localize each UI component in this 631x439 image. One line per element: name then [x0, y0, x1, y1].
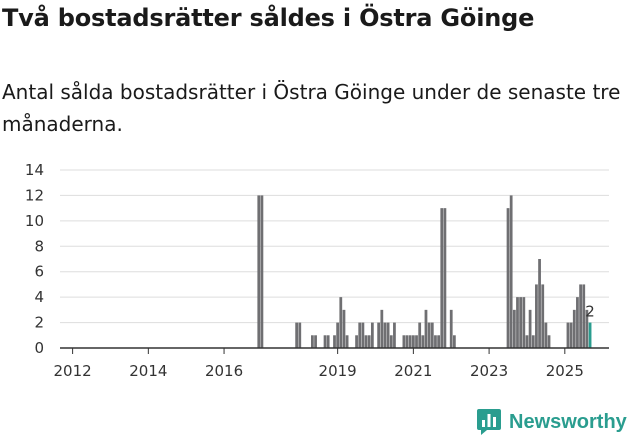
bar — [421, 335, 425, 348]
bar — [295, 322, 299, 348]
data-label: 2 — [585, 303, 595, 321]
bar — [361, 322, 365, 348]
bar — [572, 309, 576, 348]
bar — [531, 335, 535, 348]
bar — [402, 335, 406, 348]
bar — [323, 335, 327, 348]
x-tick-label: 2021 — [394, 362, 432, 380]
brand-name: Newsworthy — [509, 410, 627, 433]
bar — [257, 195, 261, 348]
y-tick-label: 14 — [25, 161, 44, 179]
y-tick-label: 0 — [34, 339, 44, 357]
bar — [393, 322, 396, 348]
bar — [405, 335, 409, 348]
bar — [383, 322, 387, 348]
x-tick-label: 2012 — [54, 362, 92, 380]
newsworthy-brand[interactable]: Newsworthy — [476, 408, 627, 436]
y-tick-label: 4 — [34, 288, 44, 306]
bar — [576, 297, 579, 348]
bar — [364, 335, 368, 348]
bar — [440, 208, 444, 348]
bar — [355, 335, 358, 348]
bar — [516, 297, 519, 348]
bar — [519, 297, 523, 348]
bar — [547, 335, 551, 348]
bar — [424, 309, 428, 348]
bar — [415, 335, 418, 348]
bar — [339, 297, 343, 348]
bar-chart: 0 2 4 6 8 10 12 14 2012 2014 2016 2019 2021 2023 2025… — [25, 161, 609, 380]
data-labels: 2 — [585, 303, 595, 321]
bar — [408, 335, 412, 348]
bar — [544, 322, 548, 348]
y-tick-label: 12 — [25, 186, 44, 204]
x-tick-label: 2023 — [470, 362, 508, 380]
x-tick-label: 2019 — [319, 362, 357, 380]
bar — [380, 309, 384, 348]
bar — [411, 335, 415, 348]
bar-highlight — [588, 322, 592, 348]
bar — [342, 309, 346, 348]
bar — [427, 322, 431, 348]
bar — [314, 335, 317, 348]
bar — [566, 322, 570, 348]
bar — [434, 335, 437, 348]
bar — [437, 335, 441, 348]
y-tick-label: 10 — [25, 212, 44, 230]
bar — [452, 335, 456, 348]
x-tick-label: 2025 — [546, 362, 584, 380]
bar — [506, 208, 510, 348]
x-tick-label: 2014 — [129, 362, 167, 380]
bar — [509, 195, 513, 348]
bar — [535, 284, 538, 348]
bar — [430, 322, 434, 348]
y-tick-label: 8 — [34, 237, 44, 255]
bar — [345, 335, 349, 348]
bar — [358, 322, 362, 348]
bar — [512, 309, 516, 348]
gridlines — [60, 169, 609, 324]
bar — [367, 335, 371, 348]
bar — [389, 335, 393, 348]
bar — [298, 322, 302, 348]
bar — [541, 284, 545, 348]
bar-chart-logo-icon — [477, 409, 501, 435]
bar — [528, 309, 532, 348]
bar — [326, 335, 330, 348]
bar — [525, 335, 529, 348]
bar — [260, 195, 264, 348]
bars — [257, 195, 592, 348]
bar — [569, 322, 573, 348]
chart-subtitle: Antal sålda bostadsrätter i Östra Göinge… — [2, 80, 621, 136]
chart-title: Två bostadsrätter såldes i Östra Göinge — [2, 4, 535, 32]
bar — [585, 309, 589, 348]
bar — [370, 322, 374, 348]
bar — [538, 259, 541, 348]
bar — [579, 284, 582, 348]
y-tick-label: 6 — [34, 263, 44, 281]
y-axis-ticks: 0 2 4 6 8 10 12 14 — [25, 161, 44, 357]
bar — [449, 309, 453, 348]
bar — [582, 284, 586, 348]
bar — [333, 335, 336, 348]
bar — [522, 297, 526, 348]
bar — [443, 208, 447, 348]
bar — [418, 322, 422, 348]
bar — [311, 335, 314, 348]
bar — [377, 322, 381, 348]
bar — [336, 322, 340, 348]
y-tick-label: 2 — [34, 314, 44, 332]
x-tick-label: 2016 — [205, 362, 243, 380]
x-axis: 2012 2014 2016 2019 2021 2023 2025 — [54, 347, 609, 380]
bar — [386, 322, 390, 348]
